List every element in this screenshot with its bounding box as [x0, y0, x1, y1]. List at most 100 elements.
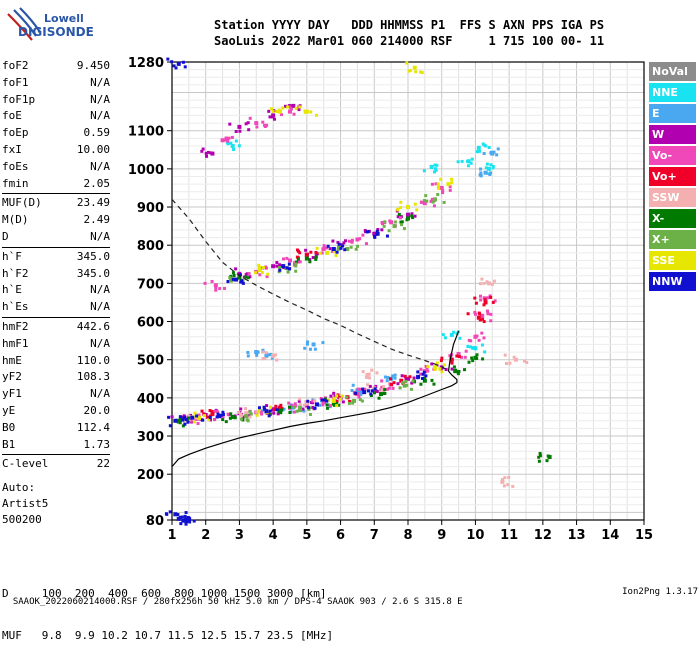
data-point-echo — [478, 149, 482, 153]
data-point-echo — [459, 355, 463, 359]
param-key: foEp — [2, 126, 29, 140]
data-point-echo — [484, 144, 488, 148]
data-point-echo — [389, 377, 393, 381]
data-point-echo — [229, 141, 233, 145]
data-point-echo — [275, 358, 279, 362]
param-value: N/A — [90, 336, 110, 350]
data-point-echo — [380, 379, 384, 383]
data-point-echo — [380, 388, 384, 392]
data-point-echo — [178, 415, 182, 419]
data-point-echo — [264, 266, 268, 270]
data-point-echo — [486, 309, 490, 313]
data-point-echo — [332, 250, 336, 254]
data-point-echo — [402, 227, 406, 231]
data-point-echo — [480, 343, 484, 347]
data-point-echo — [295, 260, 299, 264]
data-point-echo — [238, 273, 242, 277]
data-point-echo — [337, 403, 341, 407]
data-point-echo — [546, 454, 550, 458]
data-point-echo — [491, 300, 495, 304]
data-point-echo — [210, 279, 214, 283]
data-point-echo — [282, 407, 286, 411]
data-point-echo — [333, 394, 337, 398]
param-row: B1 1.73 — [2, 437, 110, 454]
data-point-echo — [292, 405, 296, 409]
data-point-echo — [214, 288, 218, 292]
data-point-echo — [351, 399, 355, 403]
data-point-echo — [458, 336, 462, 340]
data-point-echo — [328, 404, 332, 408]
data-point-echo — [398, 216, 402, 220]
data-point-echo — [311, 399, 315, 403]
data-point-echo — [469, 161, 473, 165]
data-point-echo — [356, 244, 360, 248]
data-point-echo — [294, 106, 298, 110]
data-point-echo — [314, 113, 318, 117]
data-point — [355, 392, 360, 397]
data-point — [186, 518, 191, 522]
data-point-echo — [232, 274, 236, 278]
data-point-echo — [433, 367, 437, 371]
data-point-echo — [209, 151, 213, 155]
data-point-echo — [485, 280, 489, 284]
param-row: MUF(D) 23.49 — [2, 195, 110, 212]
data-point-echo — [257, 263, 261, 267]
data-point-echo — [460, 159, 464, 163]
param-row: fxI 10.00 — [2, 142, 110, 159]
data-point — [176, 516, 181, 521]
param-value: 108.3 — [76, 370, 110, 384]
data-point-echo — [500, 478, 504, 482]
data-point-echo — [359, 390, 363, 394]
data-point-echo — [322, 244, 326, 248]
data-point-echo — [267, 353, 271, 357]
data-point-echo — [335, 394, 339, 398]
data-point — [422, 378, 427, 383]
data-point-echo — [416, 376, 420, 380]
param-key: hmE — [2, 353, 22, 367]
data-point-echo — [271, 115, 275, 119]
data-point-echo — [434, 168, 438, 172]
data-point — [321, 400, 326, 405]
data-point-echo — [473, 296, 477, 300]
data-point — [311, 342, 316, 347]
param-row: hmF2 442.6 — [2, 319, 110, 336]
data-point-echo — [466, 312, 470, 316]
data-point-echo — [233, 414, 237, 418]
data-point-echo — [361, 233, 365, 237]
data-point-echo — [256, 350, 260, 354]
data-point-echo — [320, 398, 324, 402]
param-key: yF1 — [2, 387, 22, 401]
y-tick-label: 200 — [137, 468, 164, 483]
data-point-echo — [493, 299, 497, 303]
data-point-echo — [422, 370, 426, 374]
data-point-echo — [268, 405, 272, 409]
y-tick-label: 600 — [137, 316, 164, 331]
data-point-echo — [279, 113, 283, 117]
param-value: 2.05 — [83, 176, 111, 190]
data-point — [483, 300, 488, 305]
data-point-echo — [271, 109, 275, 113]
param-row: foF1 N/A — [2, 75, 110, 92]
data-point-echo — [401, 381, 405, 385]
data-point-echo — [245, 418, 249, 422]
data-point-echo — [298, 105, 302, 109]
data-point-echo — [365, 230, 369, 234]
data-point-echo — [327, 398, 331, 402]
legend-item: E — [649, 104, 696, 123]
data-point-echo — [181, 424, 185, 428]
data-point-echo — [267, 414, 271, 418]
data-point-echo — [341, 400, 345, 404]
data-point — [406, 205, 410, 210]
data-point-echo — [244, 122, 248, 126]
data-point-echo — [360, 399, 364, 403]
data-point-echo — [359, 392, 363, 396]
data-point-echo — [449, 359, 453, 363]
param-row: M(D) 2.49 — [2, 212, 110, 229]
data-point-echo — [332, 396, 336, 400]
data-point — [257, 268, 262, 273]
data-point-echo — [221, 410, 225, 414]
data-point-echo — [308, 347, 312, 351]
data-point-echo — [178, 421, 182, 425]
param-value: N/A — [90, 109, 110, 123]
data-point — [432, 365, 437, 370]
